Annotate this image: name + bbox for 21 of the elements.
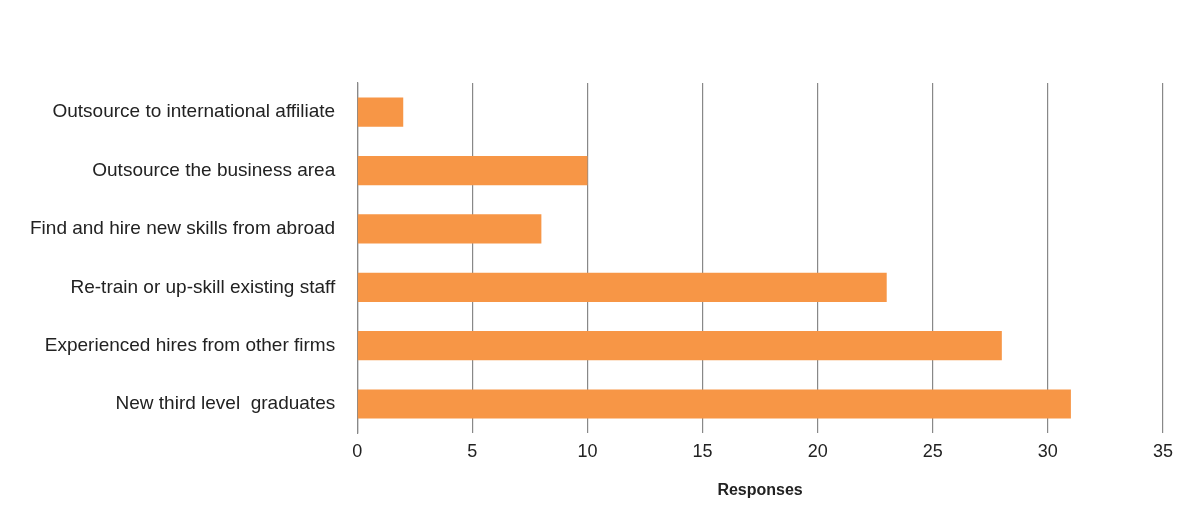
bar	[357, 214, 542, 244]
x-tick-label: 30	[1037, 440, 1058, 461]
y-tick-label: Outsource the business area	[92, 158, 336, 180]
y-tick-label: Re-train or up-skill existing staff	[70, 275, 336, 297]
x-tick-label: 15	[692, 440, 713, 461]
x-tick-label: 20	[807, 440, 828, 461]
bar	[357, 155, 588, 186]
x-tick-label: 5	[467, 440, 478, 461]
y-tick-label: Outsource to international affiliate	[52, 100, 336, 122]
x-tick-label: 35	[1152, 440, 1173, 461]
bar	[357, 272, 887, 302]
x-tick-label: 0	[352, 440, 363, 461]
y-tick-label: Experienced hires from other firms	[44, 333, 336, 355]
bar	[357, 389, 1071, 419]
x-axis-title: Responses	[717, 480, 803, 498]
y-tick-label: New third level graduates	[115, 392, 336, 414]
y-tick-label: Find and hire new skills from abroad	[29, 217, 336, 239]
bar	[357, 331, 1002, 361]
x-tick-label: 25	[922, 440, 943, 461]
x-tick-label: 10	[577, 440, 598, 461]
bar	[357, 97, 404, 127]
